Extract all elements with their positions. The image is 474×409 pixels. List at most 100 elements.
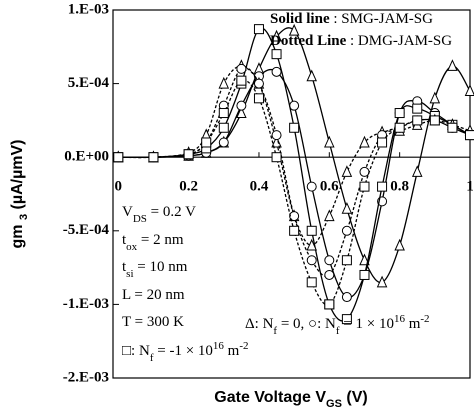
marker — [271, 29, 282, 42]
marker — [324, 209, 335, 222]
y-tick-label: -1.E-03 — [63, 296, 109, 312]
annotation: Dotted Line : DMG-JAM-SG — [270, 33, 452, 49]
text-part: ox — [126, 241, 138, 253]
marker — [324, 299, 335, 310]
text-part: -2 — [420, 313, 429, 325]
y-tick-label: -5.E-04 — [63, 222, 110, 238]
marker — [236, 100, 247, 111]
annotation: T = 300 K — [122, 314, 184, 330]
marker — [271, 152, 282, 163]
text-part: = -1 × 10 — [153, 343, 212, 359]
marker — [218, 76, 230, 89]
annotation: Δ: Nf = 0, ○: Nf = 1 × 1016 m-2 — [245, 313, 430, 337]
marker — [289, 122, 300, 133]
marker — [253, 93, 264, 104]
x-tick-label: 0.2 — [179, 179, 198, 195]
text-part: L = 20 nm — [122, 287, 185, 303]
marker — [377, 137, 388, 148]
marker — [289, 100, 300, 111]
y-tick-label: 1.E-03 — [68, 1, 109, 17]
marker — [271, 130, 282, 141]
text-part: (V) — [342, 389, 368, 406]
text-part: 16 — [213, 340, 225, 352]
marker — [429, 115, 440, 126]
marker — [236, 75, 247, 86]
text-part: t — [122, 259, 127, 275]
plot-frame — [112, 9, 471, 379]
text-part: = 2 nm — [137, 232, 184, 248]
text-part: 16 — [394, 313, 406, 325]
marker — [183, 149, 194, 160]
marker — [201, 137, 212, 148]
marker — [306, 69, 317, 82]
text-part: : SMG-JAM-SG — [330, 11, 434, 27]
marker — [271, 49, 282, 60]
text-part: m — [405, 316, 421, 332]
marker — [341, 314, 352, 325]
marker — [288, 23, 300, 36]
marker — [271, 66, 282, 77]
text-part: □: N — [122, 343, 150, 359]
text-part: T = 300 K — [122, 314, 184, 330]
marker — [377, 181, 388, 192]
marker — [447, 122, 458, 133]
text-part: f — [273, 325, 277, 337]
marker — [306, 181, 317, 192]
marker — [394, 122, 405, 133]
text-part: DS — [133, 213, 147, 225]
marker — [113, 152, 124, 163]
text-part: Dotted Line — [270, 33, 347, 49]
marker — [341, 292, 352, 303]
x-tick-label: 1 — [466, 179, 474, 195]
x-tick-label: 0.6 — [320, 179, 339, 195]
text-part: = 0, ○: N — [277, 316, 336, 332]
marker — [341, 202, 353, 214]
annotation: Solid line : SMG-JAM-SG — [270, 11, 433, 27]
marker — [341, 255, 352, 266]
marker — [376, 275, 388, 288]
text-part: gm — [9, 220, 26, 248]
text-part: (µA/µmV) — [9, 139, 26, 213]
marker — [324, 255, 335, 266]
marker — [411, 165, 423, 177]
text-part: si — [126, 268, 133, 280]
y-tick-label: 0.E+00 — [64, 149, 109, 165]
marker — [464, 84, 474, 96]
marker — [236, 63, 247, 74]
text-part: f — [336, 325, 340, 337]
y-tick-label: -2.E-03 — [63, 369, 109, 385]
x-tick-label: 0.4 — [250, 179, 269, 195]
text-part: -2 — [239, 340, 248, 352]
annotation: L = 20 nm — [122, 287, 185, 303]
text-part: = 10 nm — [134, 259, 188, 275]
marker — [447, 59, 458, 71]
marker — [412, 103, 423, 114]
marker — [306, 225, 317, 236]
text-part: = 0.2 V — [147, 204, 196, 220]
text-part: m — [224, 343, 240, 359]
marker — [412, 115, 423, 126]
marker — [253, 78, 264, 89]
x-axis-label: Gate Voltage VGS (V) — [214, 389, 367, 409]
marker — [306, 277, 317, 288]
text-part: : DMG-JAM-SG — [346, 33, 452, 49]
y-tick-label: 5.E-04 — [68, 75, 110, 91]
marker — [341, 165, 353, 177]
marker — [394, 108, 405, 119]
marker — [359, 181, 370, 192]
marker — [359, 135, 370, 148]
annotation: VDS = 0.2 V — [122, 204, 196, 224]
annotation: tox = 2 nm — [122, 232, 184, 252]
text-part: V — [122, 204, 133, 220]
marker — [218, 137, 229, 148]
text-part: GS — [326, 398, 342, 409]
text-part: t — [122, 232, 127, 248]
marker — [324, 135, 335, 148]
marker — [148, 152, 159, 163]
marker — [429, 91, 441, 104]
text-part: Δ: N — [245, 316, 274, 332]
marker — [359, 166, 370, 177]
text-part: Gate Voltage V — [214, 389, 326, 406]
marker — [359, 269, 370, 280]
text-part: = 1 × 10 — [340, 316, 394, 332]
